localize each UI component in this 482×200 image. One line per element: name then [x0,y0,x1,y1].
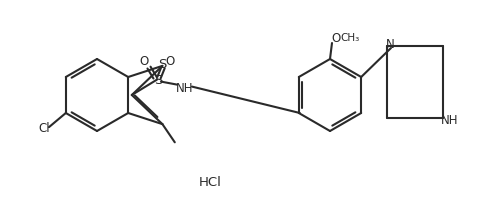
Text: Cl: Cl [38,121,50,134]
Text: O: O [332,31,341,44]
Text: CH₃: CH₃ [340,33,360,43]
Text: NH: NH [441,114,459,127]
Text: N: N [386,38,394,51]
Text: S: S [154,74,162,87]
Text: O: O [139,55,148,68]
Text: NH: NH [176,82,194,95]
Text: HCl: HCl [199,176,221,189]
Text: S: S [158,58,167,71]
Text: O: O [165,55,174,68]
